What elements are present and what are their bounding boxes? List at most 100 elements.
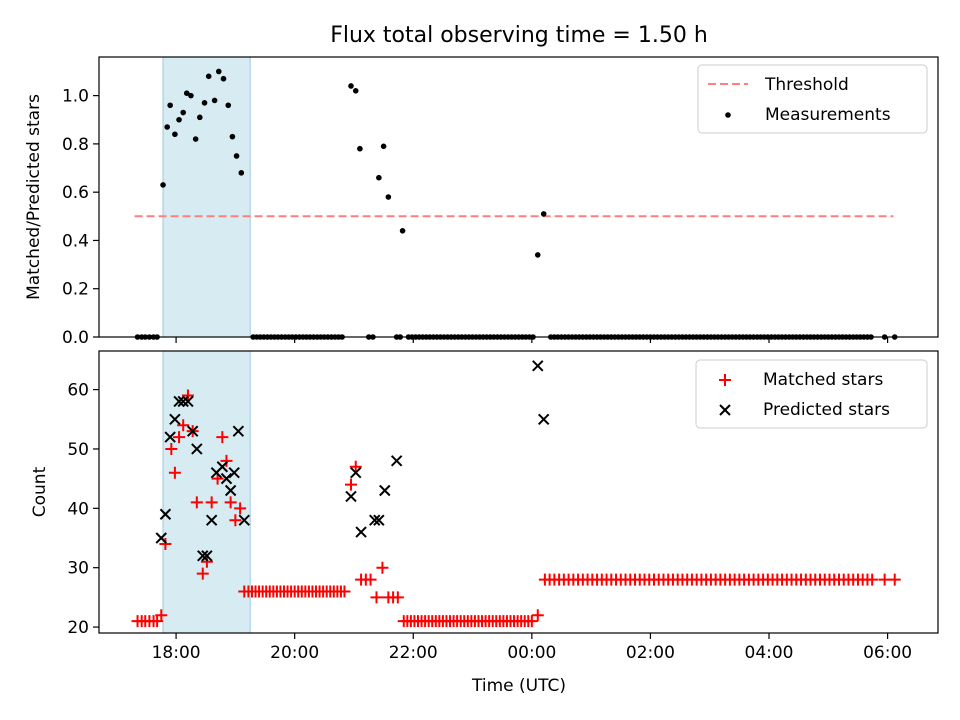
- matched-star-point: [888, 573, 901, 586]
- predicted-star-point: [155, 532, 167, 544]
- predicted-star-point: [191, 443, 203, 455]
- predicted-star-point: [164, 431, 176, 443]
- predicted-star-point: [537, 413, 550, 425]
- measurement-point: [399, 227, 406, 234]
- measurement-point: [357, 145, 363, 152]
- predicted-star-point: [373, 514, 385, 526]
- measurement-point: [192, 136, 199, 142]
- predicted-star-point: [186, 425, 199, 437]
- y-tick-label: 60: [67, 381, 89, 401]
- y-tick-label: 0.4: [62, 231, 89, 251]
- count-points: [131, 360, 901, 628]
- matched-star-point: [234, 502, 247, 515]
- measurement-point: [215, 68, 222, 75]
- measurement-point: [225, 102, 232, 109]
- x-tick-label: 06:00: [863, 643, 912, 663]
- y-tick-label: 0.0: [62, 328, 89, 348]
- predicted-star-point: [197, 550, 209, 562]
- matched-star-point: [168, 466, 181, 479]
- matched-star-point: [205, 496, 218, 509]
- matched-star-point: [220, 454, 233, 467]
- measurement-point: [238, 170, 245, 176]
- matched-star-point: [229, 514, 242, 527]
- bottom-legend-box: [695, 359, 928, 429]
- bottom-y-axis: 20 30 40 50 60: [67, 381, 99, 638]
- measurement-point: [176, 116, 182, 123]
- top-legend: Threshold Measurements: [697, 64, 928, 134]
- x-tick-label: 22:00: [389, 643, 438, 663]
- top-x-tick-marks: [175, 337, 889, 343]
- predicted-star-point: [350, 466, 362, 479]
- predicted-star-point: [224, 484, 237, 497]
- legend-measurements-swatch: [725, 112, 731, 118]
- y-tick-label: 1.0: [62, 87, 89, 107]
- measurement-point: [385, 194, 392, 200]
- bottom-axes-frame: [98, 350, 939, 634]
- measurement-point: [220, 75, 227, 82]
- predicted-star-point: [355, 526, 367, 538]
- measurement-point: [348, 83, 354, 89]
- predicted-star-point: [345, 490, 357, 503]
- measurement-point: [376, 174, 382, 181]
- predicted-star-point: [220, 472, 233, 485]
- predicted-star-point: [182, 395, 194, 408]
- bottom-y-axis-label: Count: [30, 466, 50, 517]
- matched-star-point: [177, 419, 190, 432]
- x-tick-label: 00:00: [507, 643, 556, 663]
- bottom-x-axis: 18:00 20:00 22:00 00:00 02:00 04:00 06:00: [152, 633, 912, 663]
- y-tick-label: 30: [67, 559, 89, 579]
- matched-star-point: [338, 585, 351, 598]
- top-panel: 0.0 0.2 0.4 0.6 0.8 1.0 Matched/Predicted sta…: [24, 56, 939, 348]
- matched-star-point: [200, 555, 213, 568]
- measurement-point: [201, 100, 208, 106]
- top-axes-frame: [98, 56, 939, 338]
- x-tick-label: 04:00: [745, 643, 794, 663]
- bottom-panel: 20 30 40 50 60 18:00 20:00 22:00 00:00 02:00 04:0…: [30, 350, 939, 696]
- matched-star-point: [878, 573, 891, 586]
- predicted-star-point: [238, 514, 250, 526]
- measurement-point: [380, 143, 387, 150]
- legend-matched-swatch: [719, 374, 731, 386]
- x-tick-label: 02:00: [626, 643, 675, 663]
- top-y-axis-label: Matched/Predicted stars: [24, 94, 44, 300]
- measurement-point: [167, 102, 173, 109]
- predicted-star-point: [369, 514, 381, 526]
- predicted-star-point: [177, 395, 189, 408]
- measurement-point: [196, 114, 203, 121]
- matched-star-point: [224, 496, 237, 509]
- measurement-point: [160, 182, 166, 188]
- predicted-star-point: [532, 360, 544, 372]
- x-tick-label: 20:00: [270, 643, 319, 663]
- x-tick-label: 18:00: [152, 643, 201, 663]
- matched-star-point: [364, 573, 377, 586]
- matched-star-point: [173, 431, 186, 444]
- measurement-point: [352, 87, 359, 94]
- matched-star-point: [344, 478, 357, 491]
- predicted-star-point: [379, 484, 391, 497]
- legend-predicted-label: Predicted stars: [763, 400, 890, 420]
- measurement-point: [172, 131, 178, 138]
- measurement-point: [164, 124, 170, 130]
- y-tick-label: 0.6: [62, 183, 89, 203]
- matched-star-point: [159, 537, 172, 550]
- measurement-point: [211, 97, 218, 104]
- measurement-point: [233, 153, 240, 159]
- measurement-point: [183, 90, 190, 97]
- bottom-legend: Matched stars Predicted stars: [695, 359, 928, 429]
- matched-star-point: [866, 573, 879, 586]
- predicted-star-point: [216, 461, 229, 473]
- y-tick-label: 0.8: [62, 135, 89, 155]
- matched-star-point: [531, 609, 544, 622]
- legend-threshold-label: Threshold: [764, 75, 849, 95]
- predicted-star-point: [205, 514, 218, 526]
- matched-star-point: [376, 561, 389, 574]
- matched-star-point: [165, 442, 178, 455]
- matched-star-point: [349, 460, 362, 473]
- matched-star-point: [370, 591, 383, 604]
- measurement-point: [205, 73, 212, 80]
- y-tick-label: 20: [67, 618, 89, 638]
- top-y-axis: 0.0 0.2 0.4 0.6 0.8 1.0: [62, 87, 99, 348]
- y-tick-label: 50: [67, 440, 89, 460]
- matched-star-point: [216, 431, 229, 444]
- predicted-star-point: [169, 413, 181, 425]
